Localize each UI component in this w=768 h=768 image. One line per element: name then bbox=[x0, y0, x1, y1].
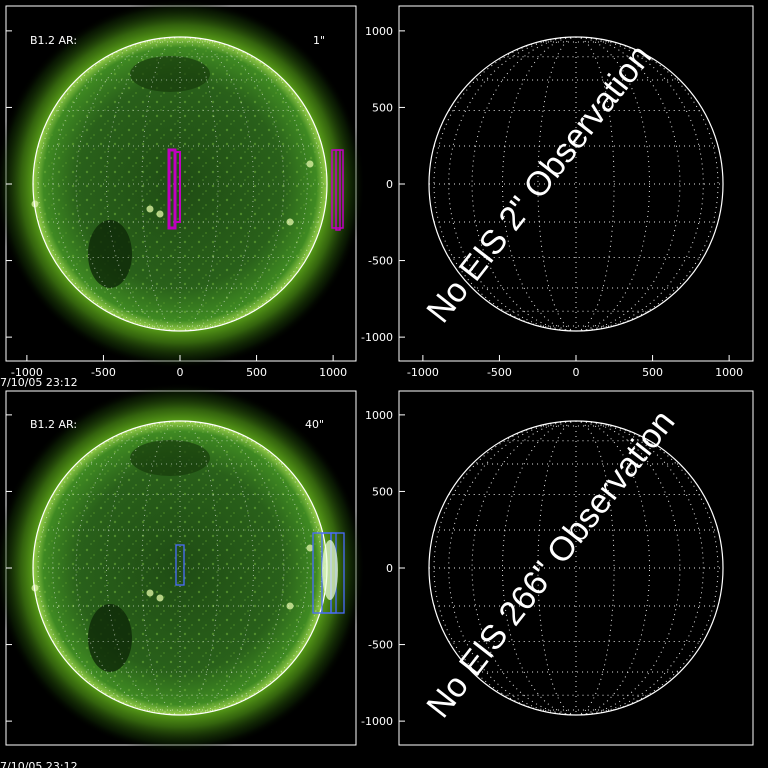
longitude-line bbox=[37, 36, 181, 332]
longitude-line bbox=[52, 420, 181, 716]
longitude-line bbox=[537, 36, 577, 332]
x-axis-ticks: -1000 -500 0 500 1000 bbox=[6, 30, 347, 379]
coronal-hole bbox=[88, 220, 132, 288]
longitude-line bbox=[179, 36, 285, 332]
longitude-line bbox=[448, 420, 577, 716]
longitude-line bbox=[179, 420, 219, 716]
y-tick-label: 1000 bbox=[365, 25, 393, 38]
solar-limb bbox=[32, 36, 328, 332]
solar-limb bbox=[428, 36, 724, 332]
coordinate-grid bbox=[428, 420, 724, 716]
dark-region bbox=[130, 440, 210, 476]
y-tick-label: -500 bbox=[368, 639, 393, 652]
longitude-line bbox=[141, 36, 181, 332]
bright-point bbox=[31, 200, 39, 208]
bright-point bbox=[286, 602, 294, 610]
x-tick-label: 0 bbox=[573, 366, 580, 379]
longitude-line bbox=[37, 420, 181, 716]
longitude-line bbox=[575, 420, 681, 716]
eis-raster-box bbox=[335, 149, 341, 231]
x-tick-label: -1000 bbox=[11, 366, 43, 379]
x-tick-label: -1000 bbox=[407, 366, 439, 379]
bright-point bbox=[306, 544, 314, 552]
y-tick-label: -500 bbox=[368, 255, 393, 268]
x-tick-label: 0 bbox=[177, 366, 184, 379]
x-tick-label: -500 bbox=[91, 366, 116, 379]
panel-bottom-right: -1000 -500 0 500 1000 No EIS 266" Observatio… bbox=[361, 390, 754, 746]
coronal-hole bbox=[88, 604, 132, 672]
eis-raster-box bbox=[175, 544, 185, 586]
longitude-line bbox=[575, 420, 704, 716]
x-tick-label: 500 bbox=[642, 366, 663, 379]
longitude-line bbox=[575, 36, 681, 332]
coordinate-grid bbox=[428, 36, 724, 332]
bright-limb-region bbox=[322, 540, 338, 600]
y-tick-label: -1000 bbox=[361, 331, 393, 344]
longitude-line bbox=[433, 36, 577, 332]
x-tick-label: 500 bbox=[246, 366, 267, 379]
x-tick-label: 1000 bbox=[715, 366, 743, 379]
longitude-line bbox=[471, 420, 577, 716]
panel-label: B1.2 AR: bbox=[30, 418, 77, 431]
sun-image bbox=[0, 383, 365, 753]
resolution-label: 40" bbox=[305, 418, 324, 431]
bright-point bbox=[156, 594, 164, 602]
bright-point bbox=[146, 205, 154, 213]
longitude-line bbox=[448, 36, 577, 332]
timestamp: 7/10/05 23:12 bbox=[0, 376, 78, 389]
y-tick-label: 1000 bbox=[365, 409, 393, 422]
longitude-line bbox=[575, 36, 615, 332]
panel-top-left: B1.2 AR: 1" -1000 -500 0 500 1000 7/10/05 23… bbox=[0, 0, 365, 389]
longitude-line bbox=[179, 420, 323, 716]
longitude-line bbox=[575, 36, 719, 332]
resolution-label: 1" bbox=[313, 34, 325, 47]
bright-point bbox=[156, 210, 164, 218]
bright-point bbox=[286, 218, 294, 226]
bright-point bbox=[31, 584, 39, 592]
longitude-line bbox=[537, 420, 577, 716]
no-observation-message: No EIS 2" Observation bbox=[419, 38, 659, 330]
longitude-line bbox=[575, 420, 719, 716]
longitude-line bbox=[179, 420, 308, 716]
y-tick-label: 0 bbox=[386, 562, 393, 575]
x-tick-label: -500 bbox=[487, 366, 512, 379]
no-observation-message: No EIS 266" Observation bbox=[419, 403, 682, 725]
longitude-line bbox=[75, 36, 181, 332]
panel-bottom-left: B1.2 AR: 40" 7/10/05 23:12 bbox=[0, 383, 365, 768]
bright-point bbox=[146, 589, 154, 597]
bright-point bbox=[306, 160, 314, 168]
longitude-line bbox=[52, 36, 181, 332]
dark-region bbox=[130, 56, 210, 92]
longitude-line bbox=[575, 420, 615, 716]
longitude-line bbox=[433, 420, 577, 716]
timestamp: 7/10/05 23:12 bbox=[0, 760, 78, 768]
panel-label: B1.2 AR: bbox=[30, 34, 77, 47]
axis-ticks: -1000 -500 0 500 1000 bbox=[361, 409, 405, 728]
solar-limb bbox=[428, 420, 724, 716]
eis-raster-box bbox=[174, 151, 181, 223]
sun-image bbox=[0, 0, 365, 369]
y-tick-label: -1000 bbox=[361, 715, 393, 728]
x-tick-label: 1000 bbox=[319, 366, 347, 379]
longitude-line bbox=[179, 36, 323, 332]
y-axis-ticks bbox=[6, 414, 12, 722]
longitude-line bbox=[179, 420, 285, 716]
longitude-line bbox=[575, 36, 704, 332]
longitude-line bbox=[471, 36, 577, 332]
longitude-line bbox=[141, 420, 181, 716]
longitude-line bbox=[179, 36, 219, 332]
longitude-line bbox=[75, 420, 181, 716]
y-tick-label: 0 bbox=[386, 178, 393, 191]
panel-top-right: -1000 -1000 -500 -500 0 0 500 500 1000 1000 No EI… bbox=[361, 5, 754, 379]
y-tick-label: 500 bbox=[372, 485, 393, 498]
axis-ticks: -1000 -1000 -500 -500 0 0 500 500 1000 1000 bbox=[361, 25, 743, 379]
longitude-line bbox=[179, 36, 308, 332]
y-tick-label: 500 bbox=[372, 101, 393, 114]
